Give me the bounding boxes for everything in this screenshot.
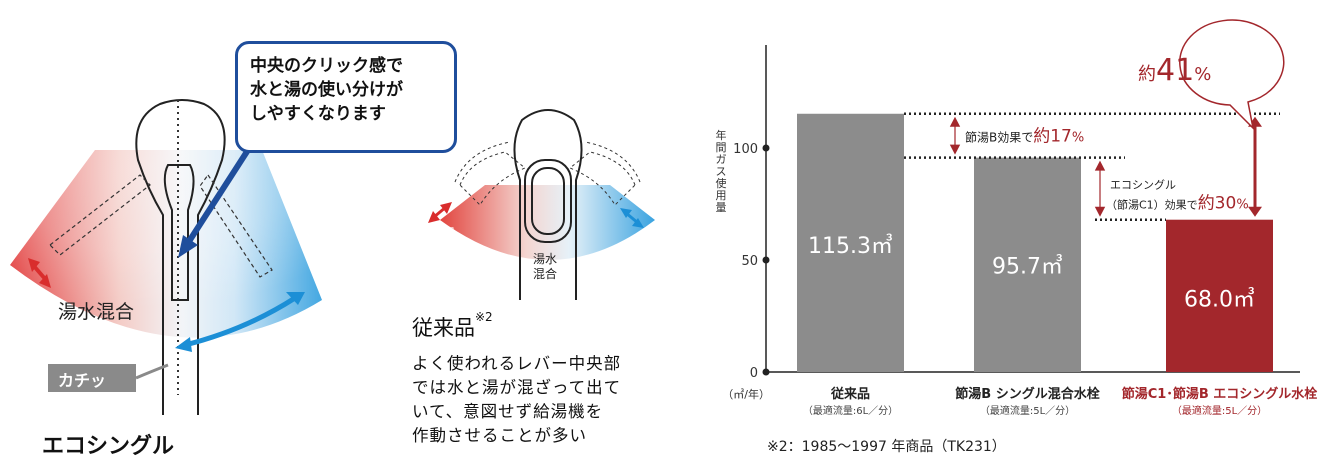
desc-line: では水と湯が混ざって出て [412,378,622,397]
conv-mixed-label-1: 湯水 [533,252,558,266]
b-effect-label: 節湯B効果で約17% [965,126,1084,146]
desc-line: いて、意図せず給湯機を [412,402,604,421]
arrow-c1-effect-tail [1094,206,1106,217]
callout-line: しやすくなります [250,104,386,124]
conventional-illustration [428,109,655,300]
conv-cold-label: 水 [643,226,656,240]
arrow-b-effect-head [949,116,961,127]
c1-effect-value: 約30 [1198,194,1237,214]
unit-label: （㎥/年） [722,387,770,401]
bar-value-label: 68.0㎥ [1184,287,1255,313]
b-effect-prefix: 節湯B効果で [965,129,1033,144]
y-tick-label: 100 [733,142,758,157]
x-category-label: 節湯C1･節湯B エコシングル水栓 [1122,386,1318,402]
x-category-sublabel: （最適流量:5L／分） [1172,404,1267,417]
total-reduction-label: 約41% [1138,53,1211,88]
bar [974,157,1081,372]
c1-effect-prefix: （節湯C1）効果で [1106,198,1198,212]
x-category-sublabel: （最適流量:5L／分） [980,404,1075,417]
conventional-title-text: 従来品 [412,316,475,340]
y-tick-label: 50 [741,254,758,269]
conventional-description: よく使われるレバー中央部 では水と湯が混ざって出て いて、意図せず給湯機を 作動… [412,352,682,448]
conventional-note-ref: ※2 [475,310,493,324]
eco-single-illustration [10,99,322,415]
conventional-title: 従来品※2 [412,310,493,342]
desc-line: 作動させることが多い [412,426,587,445]
footnote: ※2：1985～1997 年商品（TK231） [767,439,1006,455]
b-effect-value: 約17 [1033,126,1072,146]
y-tick-label: 0 [750,366,758,381]
total-prefix: 約 [1138,64,1156,85]
bar [797,113,904,373]
y-tick-mark [762,144,770,152]
total-pct: % [1194,64,1211,85]
conv-mixed-label-2: 混合 [533,267,558,281]
x-category-sublabel: （最適流量:6L／分） [803,404,898,417]
x-category-label: 従来品 [830,386,870,402]
callout-line: 中央のクリック感で [250,56,403,76]
arrow-total-tail [1248,206,1262,217]
x-category-label: 節湯B シングル混合水栓 [955,386,1099,402]
eco-single-title: エコシングル [42,434,175,459]
b-effect-pct: % [1072,130,1084,145]
desc-line: よく使われるレバー中央部 [412,354,622,373]
eco-click-label: カチッ [58,371,107,390]
conv-hot-label: 湯 [443,226,456,240]
c1-effect-label-1: エコシングル [1110,177,1176,191]
y-axis-label: 年間ガス使用量 [715,129,727,214]
total-bubble [1179,19,1285,131]
c1-effect-label-2: （節湯C1）効果で約30% [1106,194,1249,214]
bar [1166,219,1273,372]
bar-value-label: 115.3㎥ [808,233,893,259]
eco-cold-label: 水 [238,336,256,357]
c1-effect-pct: % [1236,198,1248,213]
callout-box: 中央のクリック感で 水と湯の使い分けが しやすくなります [235,41,457,153]
eco-mixed-label: 湯水混合 [58,301,135,323]
arrow-b-effect-tail [949,144,961,155]
eco-hot-label: 湯 [20,284,37,303]
arrow-c1-effect-head [1094,160,1106,171]
callout-line: 水と湯の使い分けが [250,80,403,100]
y-tick-mark [762,256,770,264]
total-value: 41 [1156,53,1194,88]
y-tick-mark [762,368,770,376]
bar-value-label: 95.7㎥ [992,253,1063,279]
